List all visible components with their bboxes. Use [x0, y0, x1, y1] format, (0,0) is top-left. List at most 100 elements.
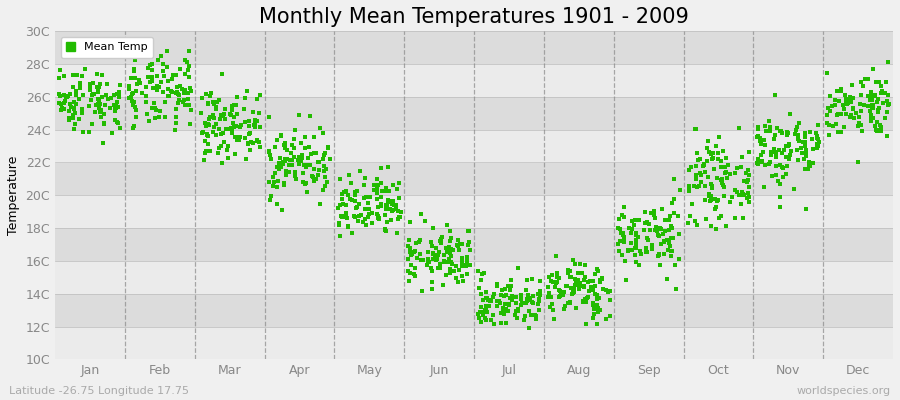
Point	[57, 106, 71, 112]
Point	[381, 197, 395, 203]
Point	[864, 102, 878, 109]
Point	[218, 106, 232, 112]
Point	[147, 100, 161, 106]
Point	[568, 276, 582, 283]
Point	[319, 183, 333, 190]
Point	[763, 128, 778, 134]
Point	[93, 100, 107, 107]
Point	[784, 148, 798, 155]
Point	[769, 154, 783, 161]
Point	[811, 122, 825, 128]
Point	[360, 200, 374, 206]
Point	[472, 284, 486, 291]
Point	[688, 176, 703, 182]
Point	[569, 280, 583, 286]
Point	[52, 75, 67, 81]
Point	[182, 62, 196, 69]
Point	[710, 175, 724, 181]
Point	[238, 156, 253, 162]
Point	[580, 294, 595, 300]
Point	[242, 147, 256, 153]
Point	[856, 83, 870, 89]
Point	[460, 254, 474, 260]
Point	[444, 253, 458, 259]
Point	[562, 268, 577, 274]
Point	[587, 311, 601, 317]
Point	[671, 231, 686, 237]
Point	[864, 93, 878, 99]
Point	[340, 192, 355, 198]
Point	[881, 102, 896, 108]
Point	[152, 114, 166, 120]
Point	[68, 110, 82, 117]
Point	[833, 111, 848, 118]
Point	[855, 128, 869, 134]
Point	[668, 261, 682, 268]
Point	[241, 141, 256, 148]
Point	[846, 106, 860, 113]
Point	[501, 308, 516, 314]
Point	[477, 270, 491, 276]
Point	[810, 133, 824, 140]
Point	[593, 279, 608, 285]
Point	[172, 96, 186, 103]
Point	[871, 104, 886, 111]
Point	[799, 146, 814, 153]
Point	[372, 215, 386, 222]
Point	[316, 186, 330, 193]
Point	[215, 71, 230, 78]
Point	[796, 139, 811, 146]
Point	[201, 101, 215, 108]
Point	[145, 104, 159, 111]
Point	[224, 111, 238, 118]
Point	[199, 91, 213, 97]
Point	[532, 298, 546, 304]
Point	[214, 159, 229, 166]
Point	[444, 245, 458, 252]
Point	[156, 67, 170, 74]
Point	[525, 276, 539, 282]
Point	[455, 278, 470, 284]
Point	[648, 214, 662, 221]
Point	[803, 129, 817, 136]
Point	[166, 76, 180, 82]
Point	[688, 218, 702, 224]
Point	[227, 102, 241, 109]
Point	[575, 283, 590, 290]
Point	[849, 110, 863, 116]
Point	[125, 98, 140, 104]
Point	[703, 198, 717, 204]
Point	[109, 102, 123, 109]
Point	[148, 106, 163, 113]
Point	[557, 306, 572, 312]
Point	[67, 126, 81, 132]
Point	[701, 138, 716, 144]
Point	[742, 198, 756, 205]
Point	[371, 214, 385, 221]
Point	[272, 161, 286, 167]
Point	[508, 308, 523, 314]
Point	[170, 84, 184, 90]
Point	[736, 215, 751, 221]
Point	[616, 234, 631, 240]
Point	[392, 214, 407, 221]
Point	[806, 146, 821, 152]
Point	[380, 202, 394, 208]
Point	[445, 259, 459, 265]
Point	[362, 211, 376, 218]
Point	[829, 121, 843, 128]
Point	[143, 62, 157, 69]
Point	[629, 240, 643, 247]
Point	[104, 130, 119, 136]
Point	[52, 66, 67, 73]
Point	[656, 238, 670, 245]
Point	[822, 132, 836, 138]
Point	[533, 277, 547, 284]
Point	[207, 101, 221, 107]
Point	[98, 102, 112, 108]
Point	[312, 167, 327, 174]
Point	[112, 93, 126, 99]
Point	[392, 208, 406, 215]
Point	[529, 316, 544, 323]
Point	[733, 192, 747, 198]
